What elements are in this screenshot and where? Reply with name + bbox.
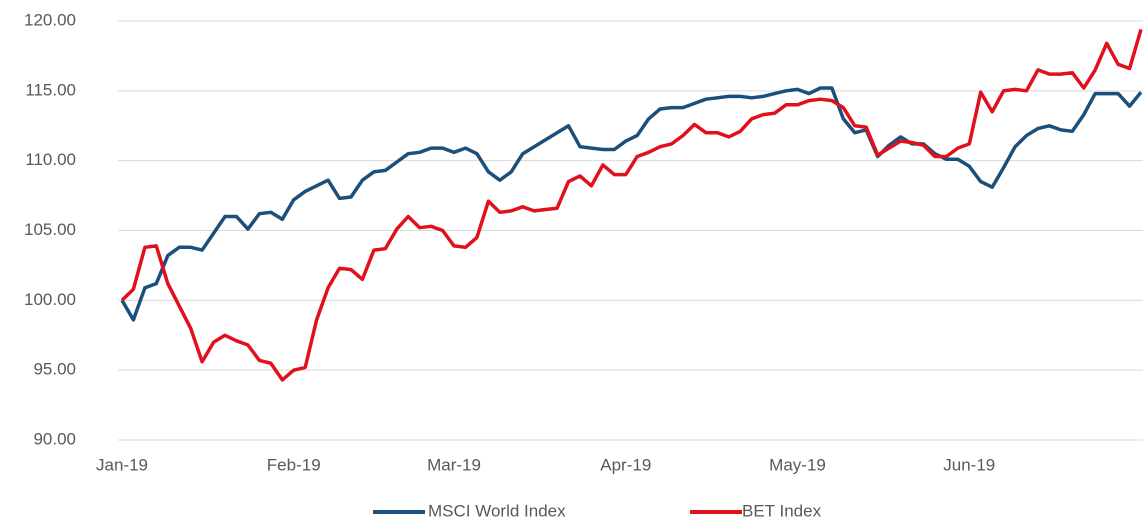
legend-label: MSCI World Index	[428, 501, 566, 520]
y-tick-label: 120.00	[24, 10, 76, 29]
legend-label: BET Index	[742, 501, 822, 520]
y-tick-label: 90.00	[33, 429, 76, 448]
x-tick-label: Mar-19	[427, 455, 481, 474]
y-tick-label: 110.00	[25, 150, 76, 169]
series-line	[120, 86, 1143, 322]
y-tick-label: 100.00	[24, 290, 76, 309]
series-line	[120, 28, 1143, 382]
x-tick-label: Feb-19	[267, 455, 321, 474]
x-tick-label: Apr-19	[600, 455, 651, 474]
y-tick-label: 95.00	[33, 360, 76, 379]
x-tick-label: Jun-19	[943, 455, 995, 474]
y-tick-label: 115.00	[25, 80, 76, 99]
y-tick-label: 105.00	[24, 220, 76, 239]
x-tick-label: May-19	[769, 455, 826, 474]
x-tick-label: Jan-19	[96, 455, 148, 474]
